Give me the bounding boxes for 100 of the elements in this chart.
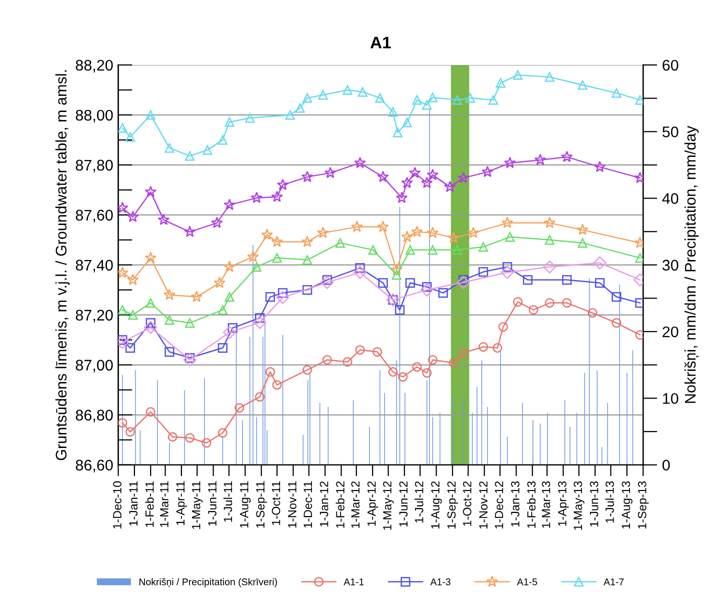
point: [562, 275, 572, 285]
point: [456, 276, 470, 289]
x-tick-label: 1-Jun-12: [399, 481, 408, 527]
point: [578, 238, 588, 248]
point: [438, 288, 448, 298]
point: [218, 305, 228, 315]
point: [576, 224, 588, 236]
point: [125, 343, 136, 353]
y-tick-label: 87,20: [76, 310, 113, 322]
point: [422, 100, 432, 110]
x-tick-label: 1-May-12: [383, 481, 394, 530]
point: [377, 220, 389, 232]
point: [261, 228, 273, 240]
point: [126, 210, 139, 222]
point: [276, 290, 290, 304]
point: [335, 238, 346, 248]
y-tick-label: 86,60: [76, 460, 113, 472]
point: [378, 278, 388, 288]
point: [478, 242, 488, 252]
point: [458, 348, 468, 358]
x-tick-label: 1-Dec-11: [304, 481, 312, 528]
point: [342, 85, 352, 95]
y2-tick-label: 10: [663, 393, 678, 404]
point: [534, 154, 546, 166]
x-tick-label: 1-Aug-11: [240, 481, 251, 528]
point: [594, 160, 606, 172]
point: [444, 180, 456, 192]
x-tick-label: 1-Jul-13: [605, 481, 614, 523]
point: [578, 80, 588, 90]
x-tick-label: 1-Apr-13: [558, 481, 569, 526]
legend-label: A1-1: [344, 578, 364, 586]
x-tick-label: 1-Oct-11: [272, 481, 280, 526]
x-tick-label: 1-Jan-12: [320, 481, 328, 527]
point: [158, 214, 170, 226]
point: [448, 232, 460, 244]
point: [501, 216, 514, 228]
point: [271, 190, 283, 202]
point: [218, 135, 228, 145]
point: [224, 292, 234, 302]
point: [500, 266, 514, 279]
point: [528, 305, 538, 315]
point: [428, 245, 438, 255]
point: [544, 216, 556, 228]
x-tick-label: 1-Mar-13: [542, 481, 550, 528]
point: [354, 266, 367, 279]
point: [214, 276, 226, 288]
point: [505, 232, 515, 242]
y2-tick-label: 60: [662, 60, 678, 71]
point: [488, 95, 498, 105]
point: [377, 170, 389, 182]
point: [164, 143, 174, 153]
point: [118, 418, 128, 428]
point: [482, 166, 494, 178]
legend-label: Nokrišņi / Precipitation (Skrīveri): [139, 578, 277, 588]
point: [164, 347, 174, 357]
point: [118, 266, 128, 278]
point: [272, 380, 282, 390]
x-tick-label: 1-Jan-11: [129, 481, 138, 526]
point: [388, 367, 398, 377]
point: [125, 427, 136, 437]
point: [184, 226, 196, 238]
point: [185, 318, 195, 328]
y-tick-label: 87,80: [76, 160, 113, 172]
point: [302, 93, 312, 103]
point: [428, 355, 438, 365]
point: [502, 262, 512, 272]
point: [593, 256, 606, 270]
point: [302, 285, 312, 295]
point: [588, 308, 598, 318]
y2-tick-label: 20: [662, 326, 678, 338]
point: [498, 322, 508, 332]
point: [218, 428, 228, 438]
point: [398, 372, 408, 382]
point: [168, 432, 178, 442]
point: [544, 72, 554, 82]
point: [218, 343, 228, 353]
point: [635, 253, 644, 263]
point: [448, 358, 458, 368]
x-tick-label: 1-Jan-13: [511, 481, 520, 527]
point: [354, 156, 366, 168]
point: [234, 403, 244, 413]
point: [562, 298, 572, 308]
x-tick-label: 1-Feb-12: [336, 481, 344, 528]
point: [392, 270, 402, 280]
point: [402, 118, 412, 128]
point: [544, 298, 554, 308]
point: [190, 290, 202, 302]
point: [144, 186, 157, 198]
point: [420, 283, 434, 296]
point: [458, 172, 470, 184]
point: [635, 95, 644, 105]
point: [276, 178, 289, 190]
point: [317, 226, 329, 238]
legend-label: A1-3: [430, 578, 450, 586]
point: [322, 355, 332, 365]
point: [185, 151, 195, 161]
point: [612, 292, 622, 302]
point: [428, 92, 438, 102]
x-tick-label: 1-Aug-12: [431, 481, 442, 529]
point: [252, 262, 262, 272]
